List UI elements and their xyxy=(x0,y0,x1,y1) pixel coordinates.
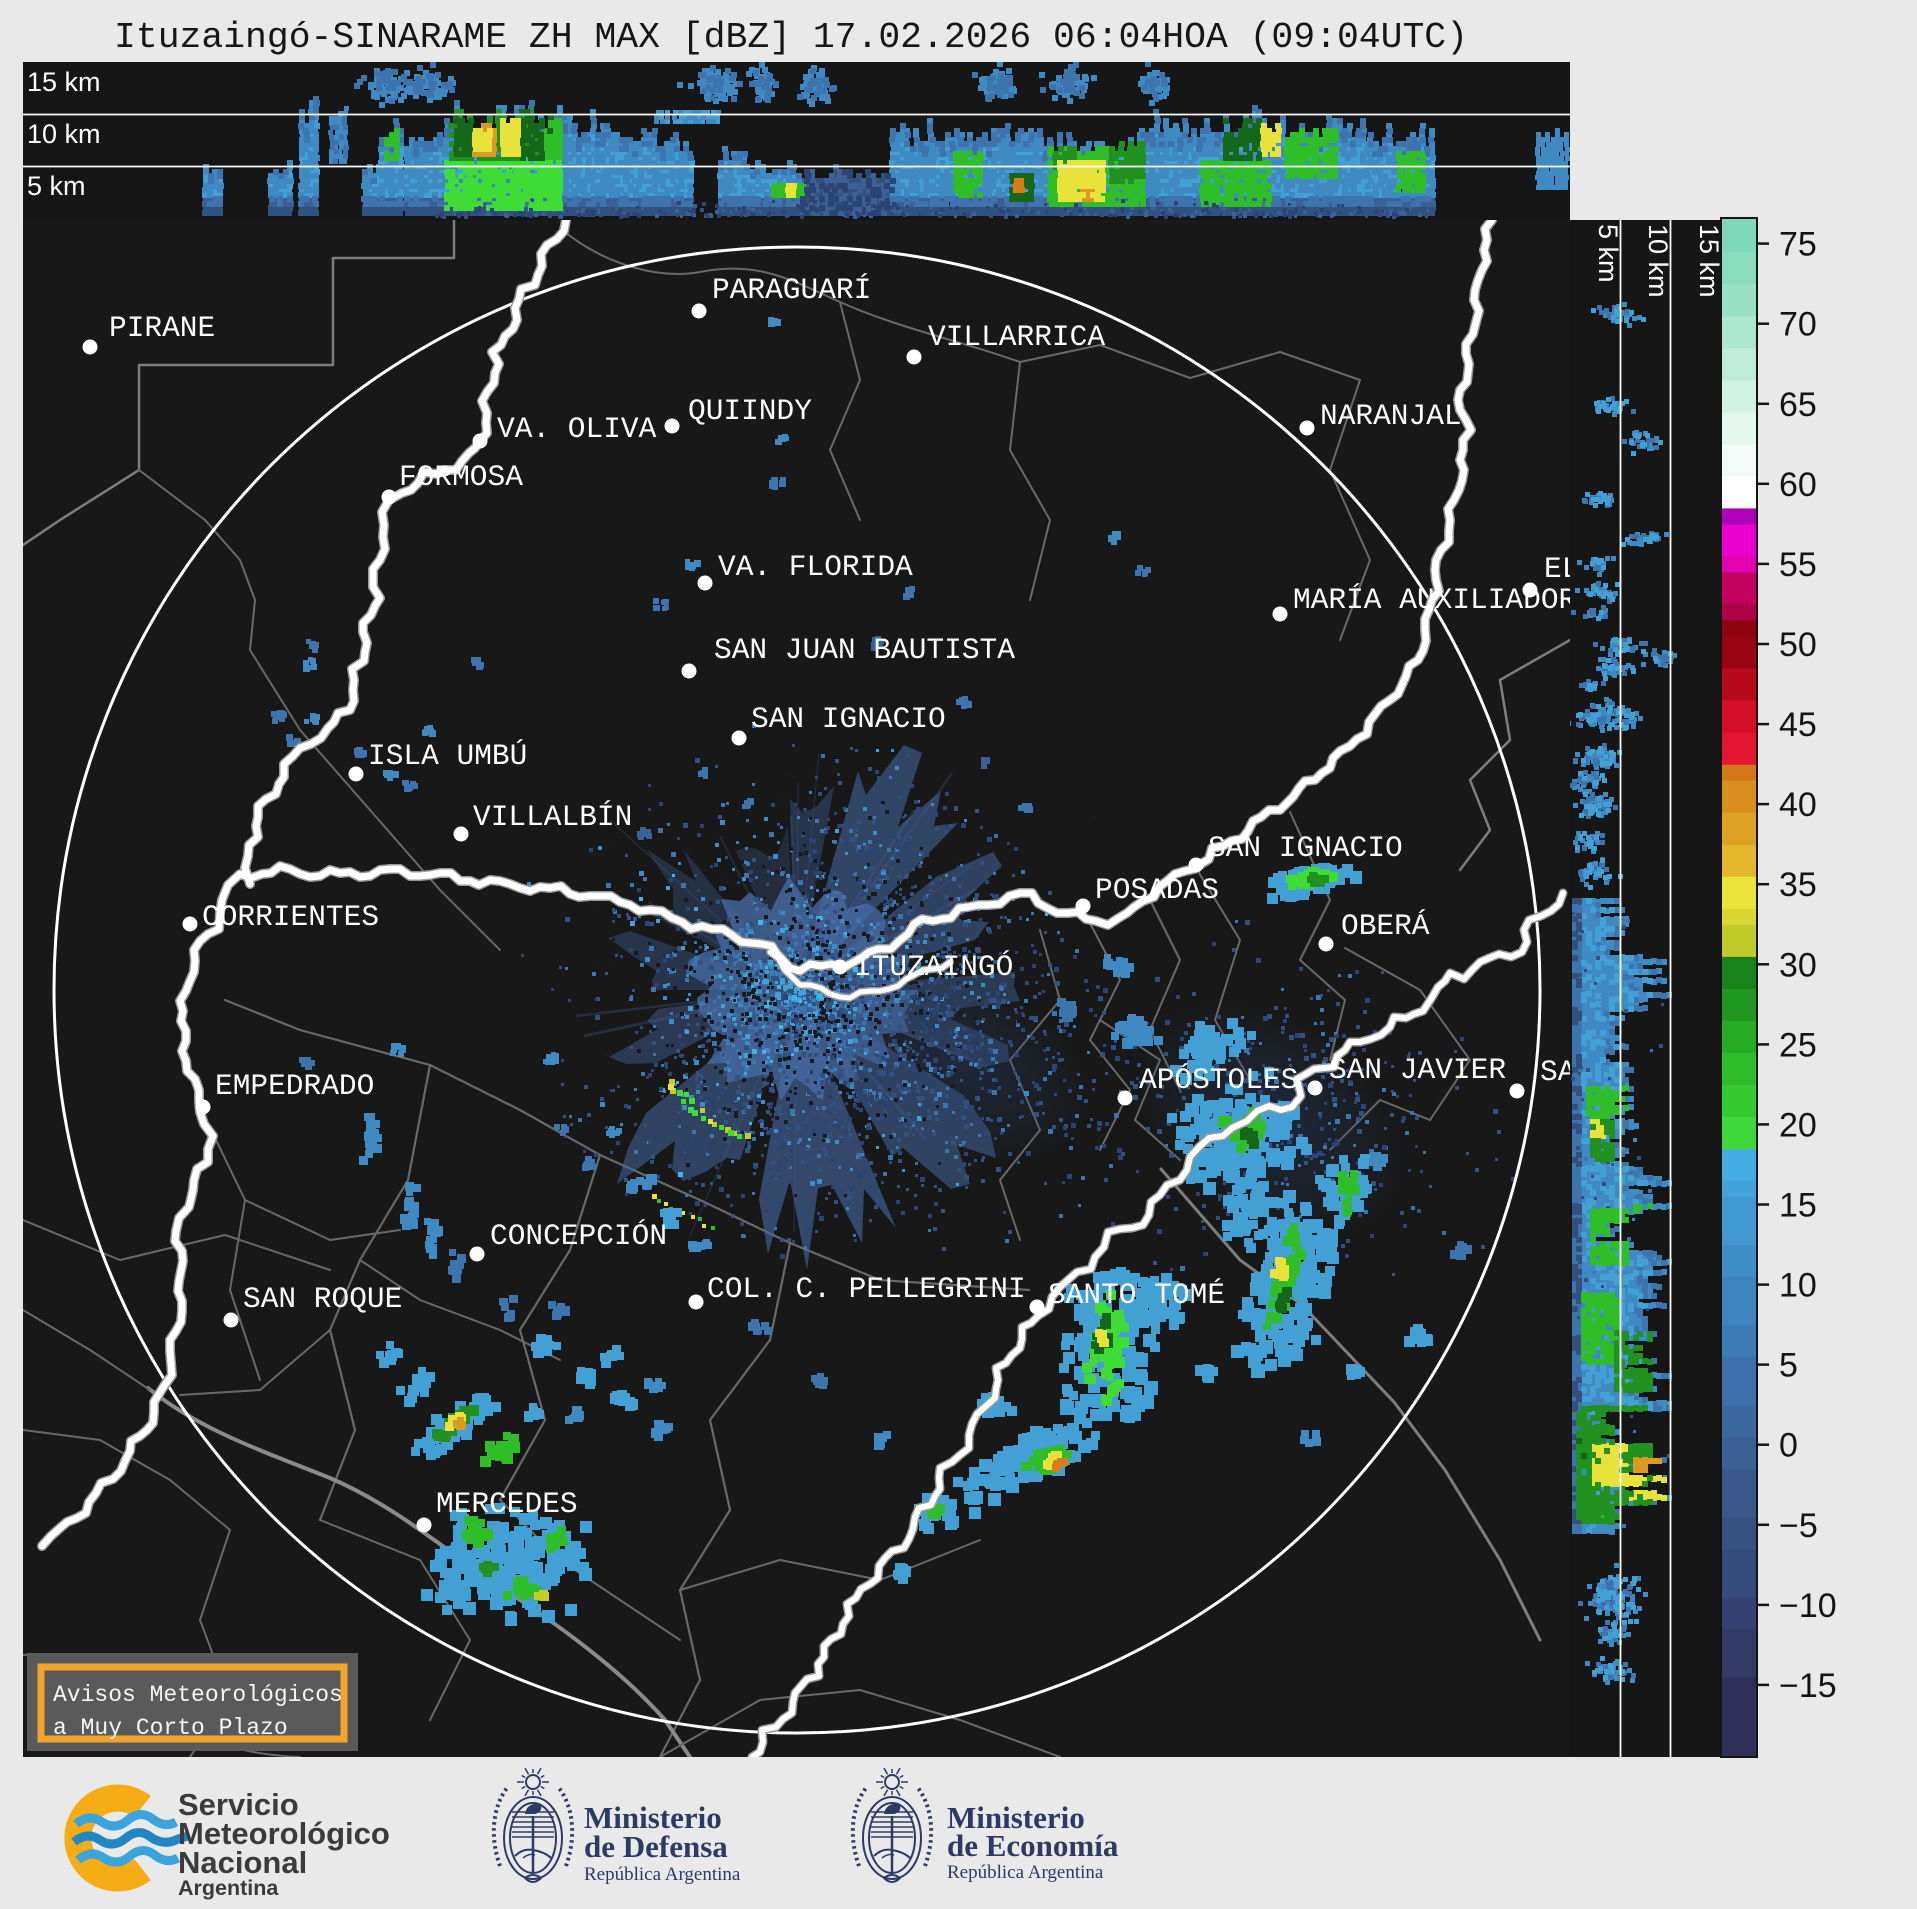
svg-text:20: 20 xyxy=(1779,1106,1817,1144)
svg-text:ELDORADO: ELDORADO xyxy=(1544,552,1686,586)
svg-text:QUIINDY: QUIINDY xyxy=(688,394,812,428)
svg-text:VILLARRICA: VILLARRICA xyxy=(928,320,1105,354)
svg-text:República Argentina: República Argentina xyxy=(947,1862,1104,1883)
svg-text:5: 5 xyxy=(1779,1347,1798,1385)
svg-text:Ministerio: Ministerio xyxy=(947,1800,1085,1835)
svg-text:de Defensa: de Defensa xyxy=(584,1829,728,1864)
svg-text:a Muy Corto Plazo: a Muy Corto Plazo xyxy=(53,1715,288,1741)
svg-text:POSADAS: POSADAS xyxy=(1095,873,1219,907)
svg-text:SAN IGNACIO: SAN IGNACIO xyxy=(1208,831,1403,865)
svg-text:PIRANE: PIRANE xyxy=(109,311,215,345)
svg-text:de Economía: de Economía xyxy=(947,1828,1119,1863)
svg-text:SAN ROQUE: SAN ROQUE xyxy=(243,1282,402,1316)
svg-text:VILLALBÍN: VILLALBÍN xyxy=(473,800,632,834)
svg-text:15: 15 xyxy=(1779,1186,1817,1224)
svg-text:Servicio: Servicio xyxy=(178,1787,299,1822)
svg-text:−10: −10 xyxy=(1779,1587,1837,1625)
svg-text:50: 50 xyxy=(1779,626,1817,664)
svg-text:Ituzaingó-SINARAME ZH MAX [dBZ: Ituzaingó-SINARAME ZH MAX [dBZ] 17.02.20… xyxy=(114,17,1468,58)
svg-text:CONCEPCIÓN: CONCEPCIÓN xyxy=(490,1219,667,1253)
svg-text:15 km: 15 km xyxy=(27,67,101,97)
svg-text:70: 70 xyxy=(1779,306,1817,344)
svg-text:60: 60 xyxy=(1779,466,1817,504)
svg-text:OBERÁ: OBERÁ xyxy=(1341,909,1430,943)
svg-text:−15: −15 xyxy=(1779,1667,1837,1705)
svg-text:ITUZAINGÓ: ITUZAINGÓ xyxy=(854,950,1013,984)
svg-text:45: 45 xyxy=(1779,706,1817,744)
svg-text:SANTO TOMÉ: SANTO TOMÉ xyxy=(1048,1278,1225,1312)
svg-text:República Argentina: República Argentina xyxy=(584,1864,741,1885)
svg-text:MARÍA AUXILIADORA: MARÍA AUXILIADORA xyxy=(1293,583,1594,617)
svg-text:VA. FLORIDA: VA. FLORIDA xyxy=(718,550,913,584)
svg-text:10: 10 xyxy=(1779,1267,1817,1305)
svg-text:25: 25 xyxy=(1779,1026,1817,1064)
svg-text:40: 40 xyxy=(1779,786,1817,824)
svg-text:Nacional: Nacional xyxy=(178,1845,307,1880)
svg-text:Ministerio: Ministerio xyxy=(584,1800,722,1835)
svg-text:10 km: 10 km xyxy=(1643,224,1673,298)
svg-text:NARANJAL: NARANJAL xyxy=(1320,399,1462,433)
svg-text:65: 65 xyxy=(1779,386,1817,424)
svg-text:Meteorológico: Meteorológico xyxy=(178,1816,390,1851)
svg-text:CORRIENTES: CORRIENTES xyxy=(202,900,379,934)
svg-text:FORMOSA: FORMOSA xyxy=(399,460,523,494)
svg-text:APÓSTOLES: APÓSTOLES xyxy=(1139,1063,1298,1097)
svg-text:Argentina: Argentina xyxy=(178,1876,279,1900)
svg-text:ISLA UMBÚ: ISLA UMBÚ xyxy=(368,739,527,773)
svg-text:75: 75 xyxy=(1779,226,1817,264)
svg-text:5 km: 5 km xyxy=(1593,224,1623,283)
svg-text:5 km: 5 km xyxy=(27,171,86,201)
svg-text:35: 35 xyxy=(1779,866,1817,904)
svg-text:SAN IGNACIO: SAN IGNACIO xyxy=(751,702,946,736)
svg-text:10 km: 10 km xyxy=(27,119,101,149)
svg-text:SAN JAVIER: SAN JAVIER xyxy=(1329,1053,1506,1087)
svg-text:55: 55 xyxy=(1779,546,1817,584)
svg-text:MERCEDES: MERCEDES xyxy=(436,1487,578,1521)
svg-text:COL. C. PELLEGRINI: COL. C. PELLEGRINI xyxy=(707,1272,1026,1306)
svg-text:30: 30 xyxy=(1779,946,1817,984)
svg-text:EMPEDRADO: EMPEDRADO xyxy=(215,1069,374,1103)
svg-text:VA. OLIVA: VA. OLIVA xyxy=(497,412,657,446)
svg-text:SAN: SAN xyxy=(1540,1055,1593,1089)
svg-text:0: 0 xyxy=(1779,1427,1798,1465)
svg-text:Avisos Meteorológicos: Avisos Meteorológicos xyxy=(53,1682,343,1708)
svg-text:−5: −5 xyxy=(1779,1507,1818,1545)
svg-text:SAN JUAN BAUTISTA: SAN JUAN BAUTISTA xyxy=(714,633,1015,667)
svg-text:15 km: 15 km xyxy=(1694,224,1724,298)
svg-text:PARAGUARÍ: PARAGUARÍ xyxy=(712,273,871,307)
